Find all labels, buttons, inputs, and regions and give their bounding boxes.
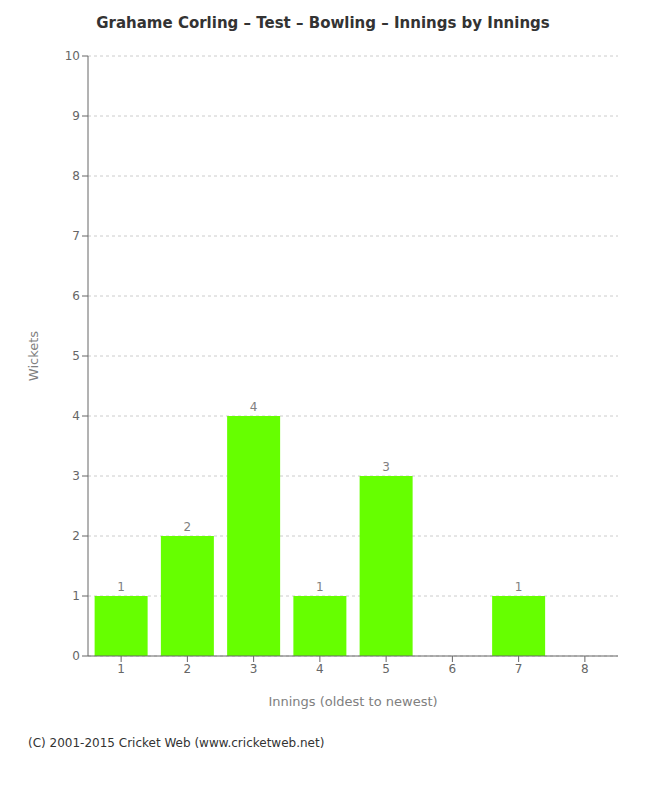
svg-text:Innings (oldest to newest): Innings (oldest to newest) bbox=[268, 694, 437, 709]
html-text:(C) 2001-2015 Cricket Web (www: (C) 2001-2015 Cricket Web (www.cricketwe… bbox=[28, 736, 325, 750]
svg-text:1: 1 bbox=[117, 580, 125, 594]
svg-text:7: 7 bbox=[72, 229, 80, 243]
svg-text:0: 0 bbox=[72, 649, 80, 663]
svg-text:4: 4 bbox=[316, 662, 324, 676]
svg-text:6: 6 bbox=[449, 662, 457, 676]
svg-text:2: 2 bbox=[184, 662, 192, 676]
svg-text:3: 3 bbox=[382, 460, 390, 474]
svg-text:2: 2 bbox=[184, 520, 192, 534]
html-text:Grahame Corling – Test – Bowli: Grahame Corling – Test – Bowling – Innin… bbox=[96, 14, 550, 32]
svg-text:5: 5 bbox=[72, 349, 80, 363]
svg-text:Wickets: Wickets bbox=[26, 331, 41, 381]
svg-text:5: 5 bbox=[382, 662, 390, 676]
svg-text:3: 3 bbox=[72, 469, 80, 483]
svg-text:10: 10 bbox=[65, 49, 80, 63]
svg-text:8: 8 bbox=[581, 662, 589, 676]
svg-text:6: 6 bbox=[72, 289, 80, 303]
svg-text:7: 7 bbox=[515, 662, 523, 676]
svg-text:9: 9 bbox=[72, 109, 80, 123]
svg-text:1: 1 bbox=[316, 580, 324, 594]
svg-text:1: 1 bbox=[72, 589, 80, 603]
svg-text:3: 3 bbox=[250, 662, 258, 676]
svg-text:1: 1 bbox=[515, 580, 523, 594]
svg-text:4: 4 bbox=[250, 400, 258, 414]
svg-text:1: 1 bbox=[117, 662, 125, 676]
svg-text:8: 8 bbox=[72, 169, 80, 183]
svg-text:4: 4 bbox=[72, 409, 80, 423]
svg-text:2: 2 bbox=[72, 529, 80, 543]
